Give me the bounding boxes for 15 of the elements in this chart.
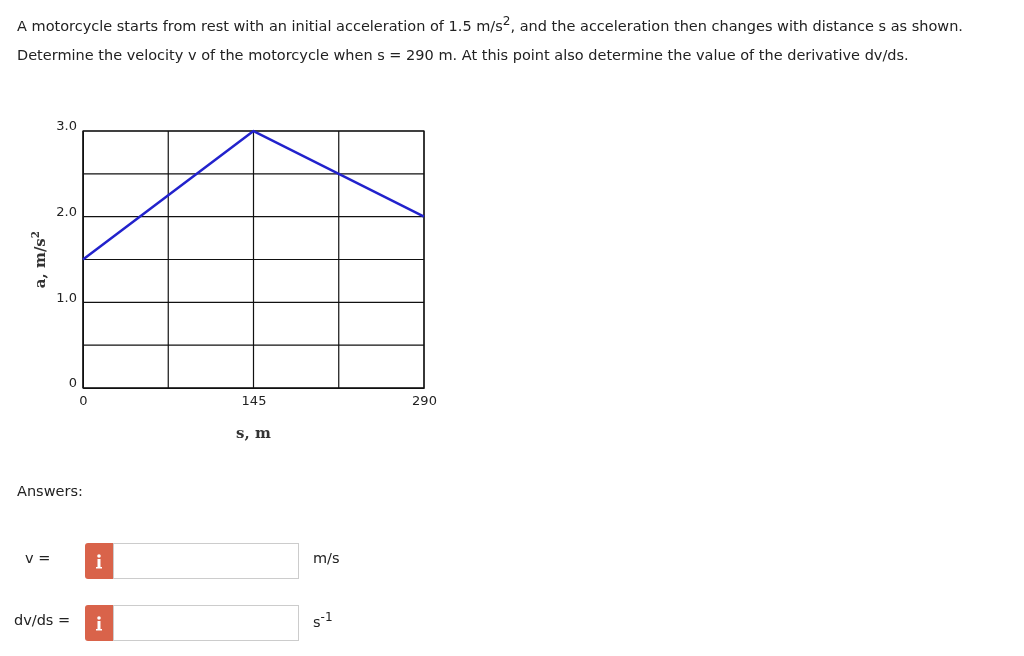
text: A motorcycle starts from rest with an initial acceleration of 1.5 m/s$^{2}$, and the acceleration then changes with distance s as shown. [17,14,963,34]
y-tick-label: 1.0 [56,289,77,305]
text: v = [25,550,51,566]
x-tick-label: 0 [79,393,88,409]
y-tick-label: 3.0 [56,118,77,134]
y-tick-label: 0 [68,375,77,391]
x-tick-label: 290 [412,393,437,409]
x-tick-label: 145 [241,393,267,409]
text: s$^{-1}$ [313,610,333,630]
text: dv/ds = [14,612,71,628]
text: Answers: [17,483,83,499]
y-tick-label: 2.0 [56,203,77,219]
text: m/s [313,550,340,566]
x-axis-title: s, m [236,424,272,442]
text: Determine the velocity v of the motorcycle when s = 290 m. At this point also determine the value of the derivative dv/ds. [17,47,909,63]
